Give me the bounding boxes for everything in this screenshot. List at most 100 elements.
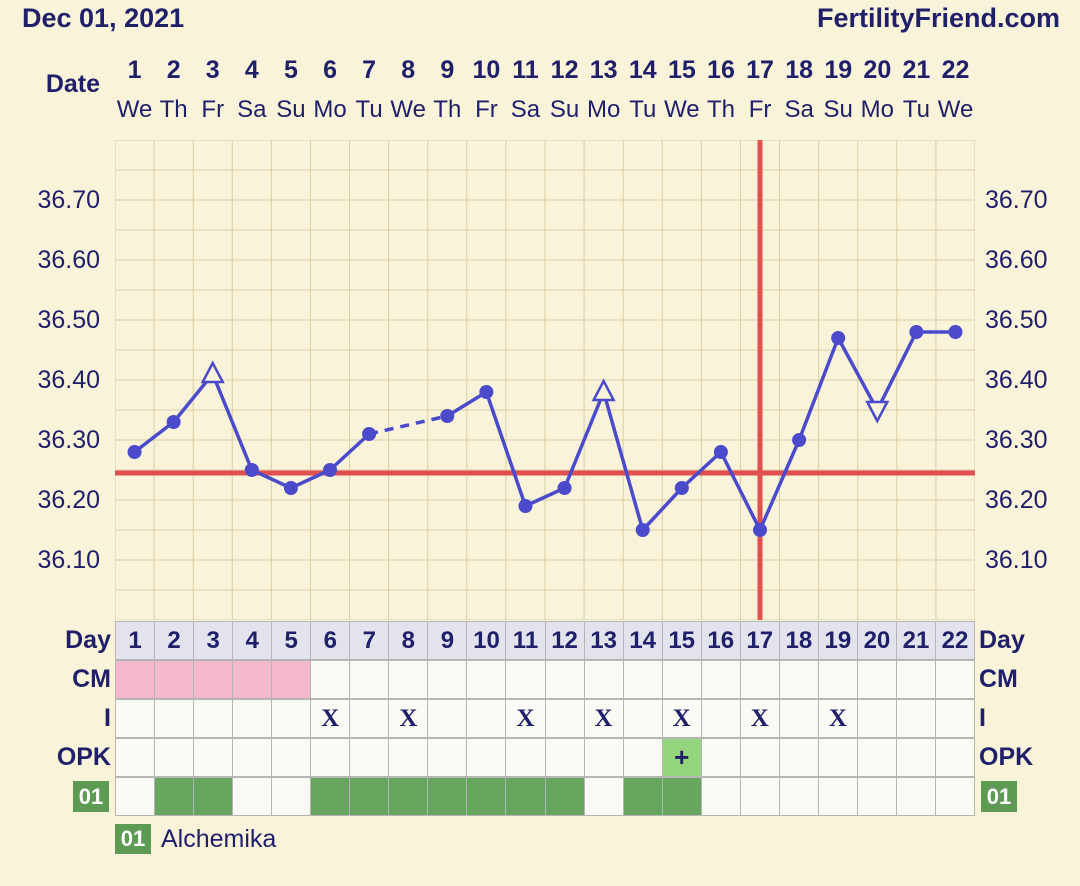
intercourse-cell-day-17[interactable]: X bbox=[739, 699, 780, 738]
cm-cell-day-14[interactable] bbox=[622, 660, 663, 699]
opk-cell-day-16[interactable] bbox=[700, 738, 741, 777]
cm-cell-day-1[interactable] bbox=[115, 660, 156, 699]
cm-cell-day-9[interactable] bbox=[427, 660, 468, 699]
day-cell-day-10[interactable]: 10 bbox=[466, 621, 507, 660]
intercourse-cell-day-4[interactable] bbox=[232, 699, 273, 738]
opk-cell-day-14[interactable] bbox=[622, 738, 663, 777]
cm-cell-day-12[interactable] bbox=[544, 660, 585, 699]
day-cell-day-6[interactable]: 6 bbox=[310, 621, 351, 660]
temp-point-day-5[interactable] bbox=[283, 481, 298, 495]
med-cell-day-6[interactable] bbox=[310, 777, 351, 816]
med-cell-day-19[interactable] bbox=[817, 777, 858, 816]
temp-point-day-15[interactable] bbox=[674, 481, 689, 495]
opk-cell-day-12[interactable] bbox=[544, 738, 585, 777]
cm-cell-day-6[interactable] bbox=[310, 660, 351, 699]
med-cell-day-9[interactable] bbox=[427, 777, 468, 816]
day-cell-day-1[interactable]: 1 bbox=[115, 621, 156, 660]
intercourse-cell-day-15[interactable]: X bbox=[661, 699, 702, 738]
opk-cell-day-3[interactable] bbox=[193, 738, 234, 777]
opk-cell-day-10[interactable] bbox=[466, 738, 507, 777]
intercourse-cell-day-19[interactable]: X bbox=[817, 699, 858, 738]
opk-cell-day-11[interactable] bbox=[505, 738, 546, 777]
med-cell-day-8[interactable] bbox=[388, 777, 429, 816]
intercourse-cell-day-6[interactable]: X bbox=[310, 699, 351, 738]
temp-point-day-7[interactable] bbox=[362, 427, 377, 441]
temp-point-day-10[interactable] bbox=[479, 385, 494, 399]
med-cell-day-18[interactable] bbox=[778, 777, 819, 816]
opk-cell-day-2[interactable] bbox=[154, 738, 195, 777]
med-cell-day-2[interactable] bbox=[154, 777, 195, 816]
med-cell-day-13[interactable] bbox=[583, 777, 624, 816]
temp-point-open-triangle-day-20[interactable] bbox=[865, 400, 890, 424]
day-cell-day-14[interactable]: 14 bbox=[622, 621, 663, 660]
site-logo[interactable]: FertilityFriend.com bbox=[816, 3, 1060, 33]
temp-point-day-17[interactable] bbox=[753, 523, 767, 537]
intercourse-cell-day-9[interactable] bbox=[427, 699, 468, 738]
cm-cell-day-20[interactable] bbox=[856, 660, 897, 699]
med-cell-day-7[interactable] bbox=[349, 777, 390, 816]
intercourse-cell-day-14[interactable] bbox=[622, 699, 663, 738]
day-cell-day-18[interactable]: 18 bbox=[778, 621, 819, 660]
temp-point-day-14[interactable] bbox=[635, 523, 650, 537]
temp-point-day-19[interactable] bbox=[831, 331, 846, 345]
intercourse-cell-day-22[interactable] bbox=[934, 699, 976, 738]
opk-cell-day-6[interactable] bbox=[310, 738, 351, 777]
temp-point-day-6[interactable] bbox=[323, 463, 337, 477]
day-cell-day-22[interactable]: 22 bbox=[934, 621, 976, 660]
intercourse-cell-day-18[interactable] bbox=[778, 699, 819, 738]
med-cell-day-4[interactable] bbox=[232, 777, 273, 816]
cm-cell-day-10[interactable] bbox=[466, 660, 507, 699]
day-cell-day-5[interactable]: 5 bbox=[271, 621, 312, 660]
intercourse-cell-day-21[interactable] bbox=[895, 699, 936, 738]
opk-cell-day-18[interactable] bbox=[778, 738, 819, 777]
cm-cell-day-19[interactable] bbox=[817, 660, 858, 699]
intercourse-cell-day-1[interactable] bbox=[115, 699, 156, 738]
temp-point-day-18[interactable] bbox=[792, 433, 807, 447]
day-cell-day-20[interactable]: 20 bbox=[856, 621, 897, 660]
day-cell-day-9[interactable]: 9 bbox=[427, 621, 468, 660]
day-cell-day-7[interactable]: 7 bbox=[349, 621, 390, 660]
opk-cell-day-5[interactable] bbox=[271, 738, 312, 777]
cm-cell-day-21[interactable] bbox=[895, 660, 936, 699]
med-cell-day-15[interactable] bbox=[661, 777, 702, 816]
opk-cell-day-20[interactable] bbox=[856, 738, 897, 777]
temp-point-day-16[interactable] bbox=[713, 445, 728, 459]
med-cell-day-14[interactable] bbox=[622, 777, 663, 816]
cm-cell-day-5[interactable] bbox=[271, 660, 312, 699]
intercourse-cell-day-8[interactable]: X bbox=[388, 699, 429, 738]
temp-point-open-triangle-day-13[interactable] bbox=[591, 378, 616, 402]
intercourse-cell-day-20[interactable] bbox=[856, 699, 897, 738]
cm-cell-day-13[interactable] bbox=[583, 660, 624, 699]
temp-point-day-2[interactable] bbox=[166, 415, 181, 429]
cm-cell-day-16[interactable] bbox=[700, 660, 741, 699]
intercourse-cell-day-7[interactable] bbox=[349, 699, 390, 738]
day-cell-day-16[interactable]: 16 bbox=[700, 621, 741, 660]
opk-cell-day-19[interactable] bbox=[817, 738, 858, 777]
intercourse-cell-day-16[interactable] bbox=[700, 699, 741, 738]
day-cell-day-13[interactable]: 13 bbox=[583, 621, 624, 660]
temp-point-day-9[interactable] bbox=[440, 409, 455, 423]
day-cell-day-4[interactable]: 4 bbox=[232, 621, 273, 660]
cm-cell-day-18[interactable] bbox=[778, 660, 819, 699]
cm-cell-day-15[interactable] bbox=[661, 660, 702, 699]
opk-cell-day-15[interactable]: + bbox=[661, 738, 702, 777]
med-cell-day-17[interactable] bbox=[739, 777, 780, 816]
day-cell-day-8[interactable]: 8 bbox=[388, 621, 429, 660]
intercourse-cell-day-5[interactable] bbox=[271, 699, 312, 738]
opk-cell-day-4[interactable] bbox=[232, 738, 273, 777]
opk-cell-day-17[interactable] bbox=[739, 738, 780, 777]
temp-point-day-21[interactable] bbox=[909, 325, 924, 339]
temp-point-open-triangle-day-3[interactable] bbox=[200, 360, 225, 384]
opk-cell-day-22[interactable] bbox=[934, 738, 976, 777]
temp-point-day-11[interactable] bbox=[518, 499, 533, 513]
intercourse-cell-day-2[interactable] bbox=[154, 699, 195, 738]
opk-cell-day-8[interactable] bbox=[388, 738, 429, 777]
med-cell-day-5[interactable] bbox=[271, 777, 312, 816]
intercourse-cell-day-11[interactable]: X bbox=[505, 699, 546, 738]
cm-cell-day-17[interactable] bbox=[739, 660, 780, 699]
intercourse-cell-day-12[interactable] bbox=[544, 699, 585, 738]
intercourse-cell-day-13[interactable]: X bbox=[583, 699, 624, 738]
med-cell-day-3[interactable] bbox=[193, 777, 234, 816]
opk-cell-day-13[interactable] bbox=[583, 738, 624, 777]
cm-cell-day-8[interactable] bbox=[388, 660, 429, 699]
